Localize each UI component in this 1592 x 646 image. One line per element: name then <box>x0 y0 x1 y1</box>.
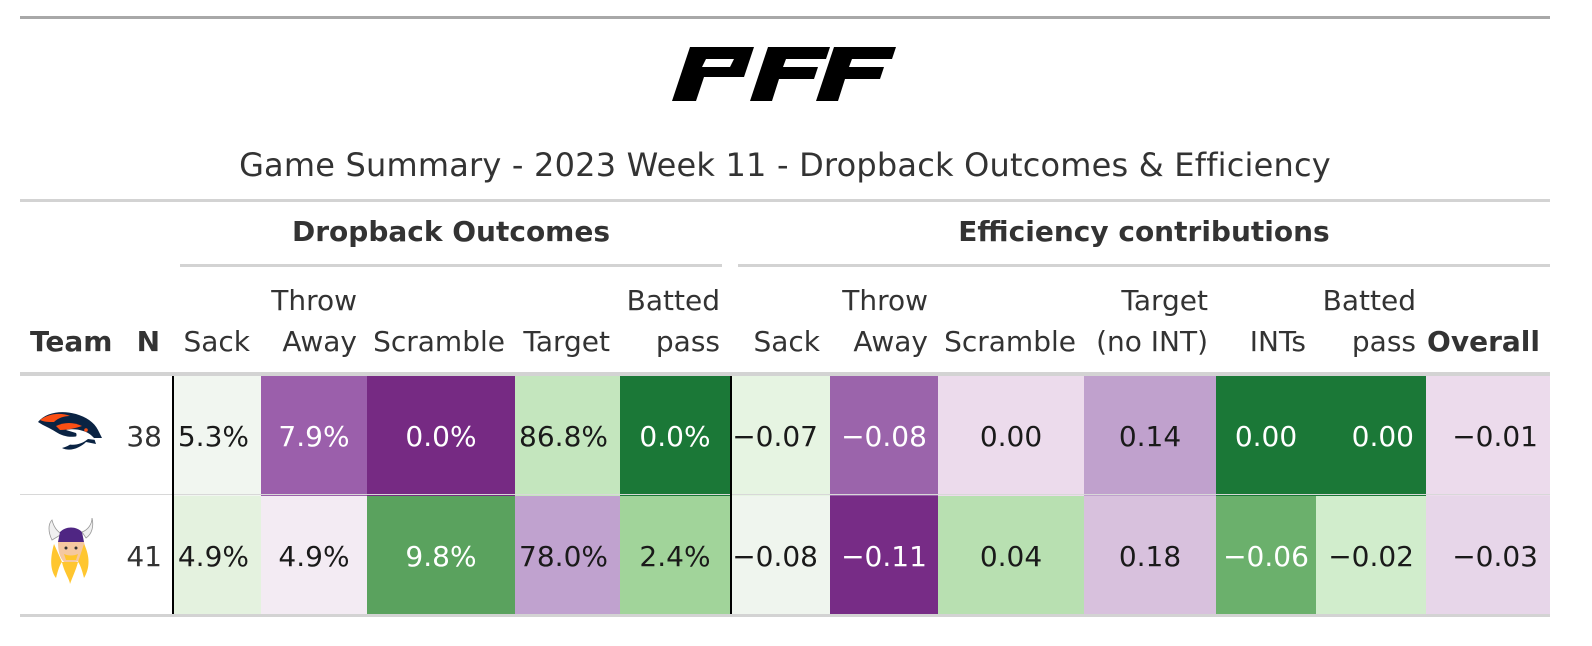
col-header-n-label: N <box>136 325 160 358</box>
target-pct: 78.0% <box>515 496 620 616</box>
column-divider <box>172 376 174 614</box>
bottom-rule <box>20 614 1550 617</box>
col-header-batted-pass-line1: Batted <box>626 284 720 317</box>
col-header-target: Target <box>515 282 610 362</box>
eff-throw-away-value: −0.11 <box>830 496 938 616</box>
col-header-eff-target-line1: Target <box>1121 284 1208 317</box>
n-value: 38 <box>126 419 162 453</box>
col-header-batted-pass-line2: pass <box>655 325 720 358</box>
batted-pass-pct: 0.0% <box>620 376 730 496</box>
batted-pass-pct: 2.4% <box>620 496 730 616</box>
col-header-team-label: Team <box>30 325 113 358</box>
page-title: Game Summary - 2023 Week 11 - Dropback O… <box>239 146 1331 184</box>
target-pct: 86.8% <box>515 376 620 496</box>
col-header-eff-throw-away: Throw Away <box>830 282 928 362</box>
sack-pct: 5.3% <box>174 376 261 496</box>
spanner-rule-outcomes <box>180 264 722 267</box>
col-header-eff-throw-away-line1: Throw <box>842 284 928 317</box>
overall-value: −0.01 <box>1426 376 1550 496</box>
spanner-dropback-outcomes: Dropback Outcomes <box>291 215 611 248</box>
col-header-throw-away-line1: Throw <box>271 284 357 317</box>
col-header-throw-away-line2: Away <box>282 325 357 358</box>
col-header-batted-pass: Batted pass <box>620 282 720 362</box>
column-divider <box>730 376 732 614</box>
eff-scramble-value: 0.04 <box>938 496 1084 616</box>
eff-sack-value: −0.08 <box>732 496 830 616</box>
col-header-sack-label: Sack <box>183 325 250 358</box>
col-header-scramble-label: Scramble <box>373 325 505 358</box>
col-header-overall-label: Overall <box>1427 325 1540 358</box>
spanner-rule-efficiency <box>738 264 1550 267</box>
eff-target-value: 0.18 <box>1084 496 1216 616</box>
top-rule <box>20 16 1550 19</box>
col-header-eff-sack-label: Sack <box>753 325 820 358</box>
eff-batted-pass-value: −0.02 <box>1316 496 1426 616</box>
col-header-eff-target-line2: (no INT) <box>1096 325 1208 358</box>
eff-throw-away-value: −0.08 <box>830 376 938 496</box>
vikings-logo-icon <box>48 518 94 584</box>
col-header-overall: Overall <box>1426 282 1540 362</box>
title-rule <box>20 199 1550 202</box>
col-header-target-label: Target <box>523 325 610 358</box>
col-header-eff-scramble: Scramble <box>938 282 1076 362</box>
broncos-logo-icon <box>38 412 102 450</box>
throw-away-pct: 7.9% <box>261 376 367 496</box>
col-header-team: Team <box>30 282 120 362</box>
scramble-pct: 9.8% <box>367 496 515 616</box>
col-header-eff-ints-label: INTs <box>1249 325 1306 358</box>
col-header-eff-batted-pass-line1: Batted <box>1322 284 1416 317</box>
pff-logo <box>672 47 896 101</box>
col-header-sack: Sack <box>174 282 250 362</box>
col-header-eff-target: Target (no INT) <box>1084 282 1208 362</box>
col-header-eff-throw-away-line2: Away <box>853 325 928 358</box>
n-value: 41 <box>126 539 162 573</box>
col-header-eff-batted-pass-line2: pass <box>1351 325 1416 358</box>
sack-pct: 4.9% <box>174 496 261 616</box>
header-rule <box>20 372 1550 376</box>
spanner-efficiency: Efficiency contributions <box>958 215 1330 248</box>
eff-target-value: 0.14 <box>1084 376 1216 496</box>
col-header-eff-scramble-label: Scramble <box>944 325 1076 358</box>
overall-value: −0.03 <box>1426 496 1550 616</box>
eff-batted-pass-value: 0.00 <box>1316 376 1426 496</box>
col-header-eff-batted-pass: Batted pass <box>1316 282 1416 362</box>
col-header-eff-ints: INTs <box>1216 282 1306 362</box>
scramble-pct: 0.0% <box>367 376 515 496</box>
col-header-throw-away: Throw Away <box>261 282 357 362</box>
throw-away-pct: 4.9% <box>261 496 367 616</box>
col-header-eff-sack: Sack <box>742 282 820 362</box>
row-divider <box>20 494 1550 495</box>
eff-ints-value: 0.00 <box>1216 376 1316 496</box>
eff-ints-value: −0.06 <box>1216 496 1316 616</box>
eff-sack-value: −0.07 <box>732 376 830 496</box>
col-header-n: N <box>122 282 160 362</box>
eff-scramble-value: 0.00 <box>938 376 1084 496</box>
col-header-scramble: Scramble <box>367 282 505 362</box>
